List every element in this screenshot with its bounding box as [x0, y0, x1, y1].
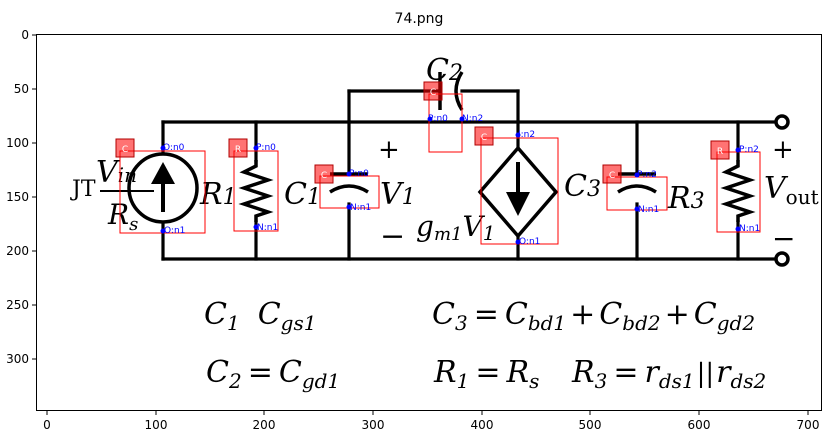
pin-label: O:n0	[163, 143, 185, 153]
source-numerator: Vin	[96, 155, 137, 190]
pin-label: P:n0	[349, 169, 369, 179]
pin-label: N:n1	[350, 203, 371, 213]
detection-class-badge	[314, 164, 334, 184]
pin-point	[253, 145, 259, 151]
y-axis: 0 50 100 150 200 250 300	[6, 28, 36, 366]
equation-r3: R3 = rds1||rds2	[571, 355, 766, 393]
pin-point	[346, 171, 352, 177]
pin-label: P:n2	[739, 145, 759, 155]
gm-label: gm1V1	[416, 210, 495, 245]
detection-class-label: R	[717, 147, 723, 157]
pin-point	[735, 147, 741, 153]
pin-point	[515, 132, 521, 138]
pin-label: N:n1	[739, 224, 760, 234]
pin-label: O:n1	[164, 226, 185, 236]
pin-point	[427, 116, 433, 122]
detection-class-label: C	[430, 88, 436, 98]
circuit-wires	[161, 89, 777, 261]
resistor-r1-symbol	[238, 160, 274, 222]
detection-class-badge	[474, 126, 494, 146]
pin-label: N:n1	[257, 223, 278, 233]
dependent-source-symbol	[477, 145, 559, 239]
x-tick-label: 200	[253, 418, 276, 432]
x-tick-label: 400	[471, 418, 494, 432]
x-tick-label: 500	[579, 418, 602, 432]
equation-r1: R1 = Rs	[433, 355, 539, 393]
pin-point	[160, 228, 166, 234]
detection-class-badge	[423, 81, 443, 101]
source-denominator: Rs	[107, 198, 138, 235]
equation-c1: C1 Cgs1	[204, 297, 316, 335]
pin-point	[634, 206, 640, 212]
equation-c2: C2 = Cgd1	[206, 355, 340, 393]
detection-class-label: C	[609, 171, 615, 181]
x-tick-label: 300	[362, 418, 385, 432]
detection-class-label: C	[122, 145, 128, 155]
v1-label: V1	[380, 177, 416, 212]
detection-class-badge	[602, 164, 622, 184]
r3-label: R3	[667, 181, 705, 216]
equation-c3: C3 = Cbd1 + Cbd2 + Cgd2	[432, 297, 755, 335]
y-tick-label: 100	[6, 136, 29, 150]
y-tick-label: 50	[14, 82, 29, 96]
figure-title: 74.png	[395, 11, 444, 27]
vout-plus-sign: +	[772, 135, 794, 165]
detection-box	[428, 93, 463, 153]
v1-minus-sign: −	[380, 219, 405, 254]
pin-label: P:n2	[637, 170, 657, 180]
detection-class-badge	[710, 140, 730, 160]
source-prefix-label: JT	[70, 177, 96, 202]
resistor-r3-symbol	[720, 160, 756, 222]
pin-label: P:n0	[256, 143, 276, 153]
y-tick-label: 150	[6, 190, 29, 204]
x-axis: 0 100 200 300 400 500 600 700	[43, 411, 819, 432]
x-tick-label: 700	[797, 418, 820, 432]
detection-overlays: C O:n0 O:n1 R P:n0 N:n1 C P:n0 N:n1 C P:…	[115, 81, 761, 247]
pin-point	[346, 204, 352, 210]
pin-label: O:n1	[519, 237, 540, 247]
detection-box	[233, 150, 279, 232]
pin-point	[735, 226, 741, 232]
current-source-symbol	[127, 152, 199, 224]
pin-point	[253, 224, 259, 230]
vout-minus-sign: −	[772, 222, 795, 255]
detection-class-badge	[115, 138, 135, 158]
pin-label: N:n1	[638, 205, 659, 215]
detection-class-label: R	[235, 145, 241, 155]
c1-label: C1	[284, 177, 321, 212]
output-terminal-top	[774, 114, 790, 130]
vout-label: Vout	[764, 171, 819, 209]
x-tick-label: 100	[145, 418, 168, 432]
pin-point	[459, 116, 465, 122]
pin-label: I:n2	[518, 130, 535, 140]
pin-label: P:n0	[428, 114, 448, 124]
y-tick-label: 200	[6, 244, 29, 258]
c3-label: C3	[564, 169, 601, 204]
y-tick-label: 300	[6, 352, 29, 366]
detection-class-badge	[228, 138, 248, 158]
x-tick-label: 600	[688, 418, 711, 432]
c2-label: C2	[426, 53, 463, 88]
pin-point	[160, 145, 166, 151]
detection-class-label: C	[481, 133, 487, 143]
pin-label: N:n2	[462, 114, 483, 124]
y-tick-label: 0	[21, 28, 29, 42]
x-tick-label: 0	[43, 418, 51, 432]
output-terminal-bottom	[774, 251, 790, 267]
pin-point	[515, 239, 521, 245]
detection-class-label: C	[321, 171, 327, 181]
v1-plus-sign: +	[378, 135, 400, 165]
pin-point	[634, 172, 640, 178]
y-tick-label: 250	[6, 298, 29, 312]
